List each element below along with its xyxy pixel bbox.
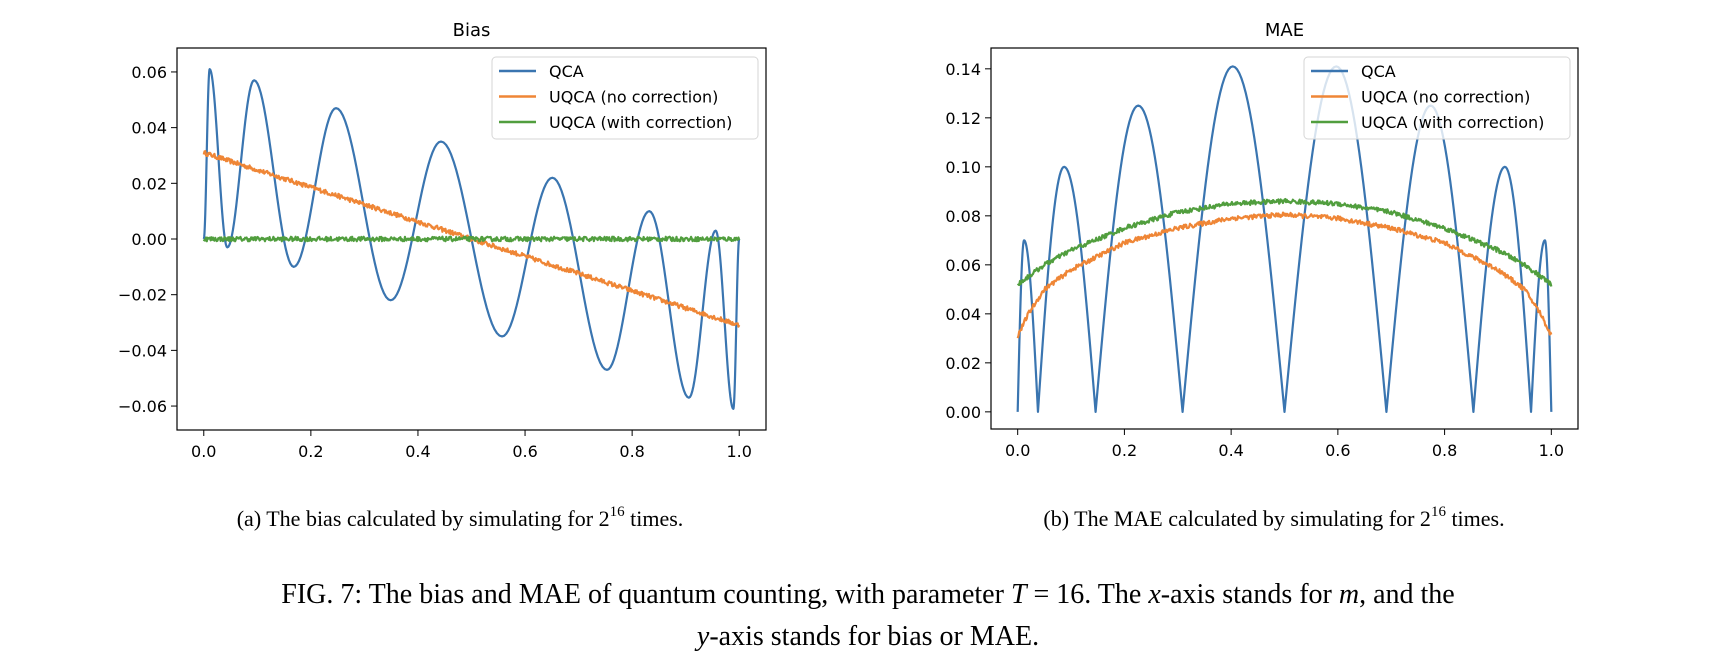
caption-text: -axis stands for bias or MAE. bbox=[709, 621, 1040, 652]
plot-bias: Bias 0.0 0.2 0.4 0.6 0.8 1.0 0.06 0.04 0.02 0.00 −0… bbox=[118, 20, 767, 461]
x-tick-label: 1.0 bbox=[727, 442, 752, 461]
x-tick-label: 0.4 bbox=[1218, 441, 1243, 460]
caption-math-x: x bbox=[1148, 579, 1161, 610]
caption-math-y: y bbox=[696, 621, 710, 652]
legend: QCA UQCA (no correction) UQCA (with correc… bbox=[491, 56, 759, 140]
x-tick-label: 0.2 bbox=[298, 442, 323, 461]
series-line-qca bbox=[1016, 65, 1553, 413]
y-tick-label: 0.04 bbox=[131, 119, 167, 138]
legend-label: UQCA (no correction) bbox=[1361, 88, 1530, 107]
legend-item: UQCA (no correction) bbox=[1311, 88, 1530, 107]
legend-item: UQCA (no correction) bbox=[499, 88, 718, 107]
y-tick-label: 0.06 bbox=[131, 63, 167, 82]
subcaption-a-exponent: 16 bbox=[609, 504, 625, 520]
legend-item: QCA bbox=[1311, 62, 1396, 81]
legend-item: UQCA (with correction) bbox=[1311, 113, 1544, 132]
series-line-uqca-no-correction bbox=[1016, 211, 1553, 339]
x-tick-label: 0.0 bbox=[191, 442, 216, 461]
subcaption-a-text: (a) The bias calculated by simulating fo… bbox=[236, 506, 610, 531]
y-tick-label: 0.12 bbox=[945, 109, 981, 128]
y-tick-label: 0.02 bbox=[945, 354, 981, 373]
caption-math-m: m bbox=[1338, 579, 1360, 610]
series-line-uqca-with-correction bbox=[1016, 197, 1553, 287]
x-tick-label: 0.6 bbox=[512, 442, 537, 461]
legend-label: UQCA (with correction) bbox=[1361, 113, 1544, 132]
subcaption-b-suffix: times. bbox=[1445, 506, 1505, 531]
y-tick-label: −0.04 bbox=[118, 341, 167, 360]
caption-text: FIG. 7: The bias and MAE of quantum coun… bbox=[281, 579, 1011, 610]
y-tick-label: 0.06 bbox=[945, 256, 981, 275]
series-line-uqca-with-correction bbox=[202, 235, 741, 243]
caption-text: , and the bbox=[1359, 579, 1455, 610]
legend-label: UQCA (with correction) bbox=[549, 113, 732, 132]
x-tick-label: 0.6 bbox=[1325, 441, 1350, 460]
plot-mae: MAE 0.0 0.2 0.4 0.6 0.8 1.0 0.14 0.12 0.10 0.08 0.0… bbox=[945, 20, 1579, 460]
x-tick-label: 0.2 bbox=[1112, 441, 1137, 460]
y-tick-label: 0.00 bbox=[131, 230, 167, 249]
legend-label: QCA bbox=[1361, 62, 1396, 81]
plot-title: MAE bbox=[1265, 20, 1304, 41]
x-tick-label: 0.8 bbox=[619, 442, 644, 461]
figure-caption-line-2: y-axis stands for bias or MAE. bbox=[697, 621, 1039, 653]
subcaption-a-suffix: times. bbox=[624, 506, 684, 531]
y-tick-label: 0.00 bbox=[945, 403, 981, 422]
legend-box bbox=[1303, 56, 1571, 140]
x-tick-label: 0.8 bbox=[1432, 441, 1457, 460]
y-tick-label: 0.14 bbox=[945, 60, 981, 79]
axes-frame bbox=[990, 47, 1579, 430]
x-tick-label: 0.4 bbox=[405, 442, 430, 461]
legend: QCA UQCA (no correction) UQCA (with correc… bbox=[1303, 56, 1571, 140]
y-tick-label: 0.02 bbox=[131, 174, 167, 193]
legend-box bbox=[491, 56, 759, 140]
y-tick-label: −0.02 bbox=[118, 286, 167, 305]
legend-label: UQCA (no correction) bbox=[549, 88, 718, 107]
caption-text: = 16. The bbox=[1026, 579, 1149, 610]
subcaption-b: (b) The MAE calculated by simulating for… bbox=[1043, 504, 1505, 532]
y-tick-label: 0.04 bbox=[945, 305, 981, 324]
x-tick-label: 1.0 bbox=[1539, 441, 1564, 460]
caption-text: -axis stands for bbox=[1160, 579, 1339, 610]
legend-item: UQCA (with correction) bbox=[499, 113, 732, 132]
legend-item: QCA bbox=[499, 62, 584, 81]
figure-caption-line-1: FIG. 7: The bias and MAE of quantum coun… bbox=[281, 579, 1454, 611]
series-line-uqca-no-correction bbox=[202, 150, 741, 328]
x-tick-label: 0.0 bbox=[1005, 441, 1030, 460]
subcaption-b-text: (b) The MAE calculated by simulating for… bbox=[1043, 506, 1431, 531]
y-tick-label: 0.08 bbox=[945, 207, 981, 226]
caption-math-T: T bbox=[1010, 579, 1027, 610]
subcaption-b-exponent: 16 bbox=[1430, 504, 1446, 520]
y-tick-label: −0.06 bbox=[118, 397, 167, 416]
y-tick-label: 0.10 bbox=[945, 158, 981, 177]
subcaption-a: (a) The bias calculated by simulating fo… bbox=[236, 504, 684, 532]
plot-title: Bias bbox=[453, 20, 491, 41]
legend-label: QCA bbox=[549, 62, 584, 81]
